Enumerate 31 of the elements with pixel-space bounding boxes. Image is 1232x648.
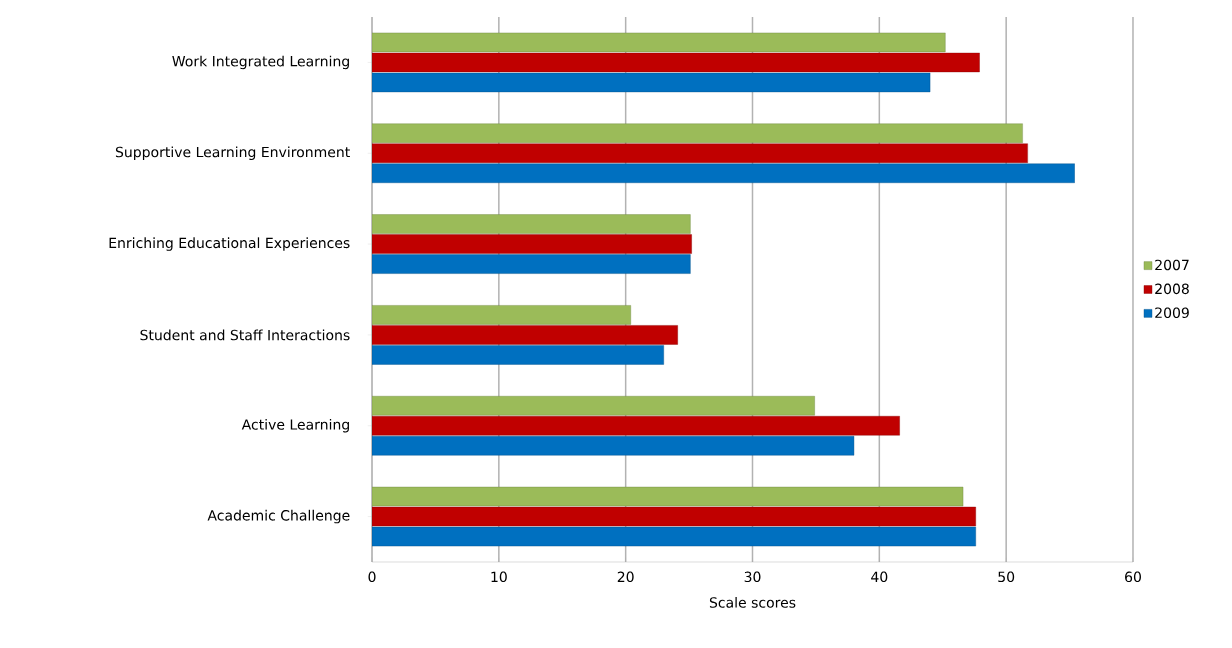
y-tick-label: Supportive Learning Environment (115, 146, 350, 161)
bar (372, 123, 1023, 143)
x-tick-label: 20 (617, 571, 634, 583)
x-tick-label: 30 (744, 571, 761, 583)
bar (372, 254, 691, 274)
y-tick-label: Academic Challenge (207, 509, 350, 524)
y-tick-label: Student and Staff Interactions (140, 329, 350, 341)
x-tick-label: 60 (1125, 571, 1141, 583)
x-tick-label: 0 (368, 571, 376, 583)
x-axis-title: Scale scores (709, 596, 796, 608)
bar (372, 163, 1075, 183)
bar (372, 325, 678, 345)
bar (372, 436, 855, 456)
legend-label: 2009 (1155, 307, 1189, 319)
legend-label: 2008 (1155, 283, 1189, 295)
bar (372, 72, 931, 93)
bar (372, 143, 1028, 163)
x-tick-label: 10 (491, 571, 507, 583)
bar (372, 526, 976, 547)
bar (372, 416, 900, 436)
legend-label: 2007 (1155, 259, 1189, 271)
bar (372, 396, 815, 416)
bar (372, 305, 631, 325)
bar (372, 345, 664, 365)
y-tick-label: Enriching Educational Experiences (109, 237, 350, 251)
y-tick-label: Active Learning (241, 418, 349, 433)
x-tick-label: 50 (998, 571, 1015, 583)
bar (372, 214, 691, 234)
y-tick-label: Work Integrated Learning (172, 55, 349, 70)
x-tick-label: 40 (871, 571, 888, 583)
bar (372, 234, 692, 254)
